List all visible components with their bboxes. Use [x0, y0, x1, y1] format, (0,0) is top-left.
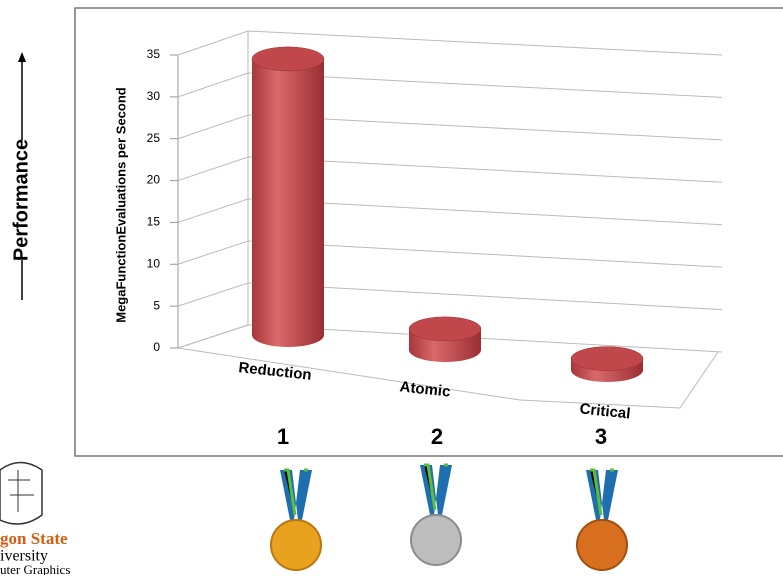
bronze-medal [576, 468, 628, 571]
rank: 1 [277, 424, 289, 449]
grid-line [177, 324, 723, 353]
y-tick-label: 30 [147, 89, 161, 103]
logo-text: gon State [0, 529, 68, 548]
floor-edge [177, 347, 719, 409]
y-tick-label: 25 [147, 131, 161, 145]
y-axis-label: MegaFunctionEvaluations per Second [113, 87, 128, 323]
y-tick-label: 10 [147, 256, 161, 270]
bar-top [570, 346, 644, 371]
x-tick-label: Critical [579, 400, 631, 422]
rank: 3 [595, 424, 607, 449]
logo-text: iversity [0, 548, 48, 565]
y-tick-label: 20 [147, 173, 161, 187]
gold-medal [270, 468, 322, 571]
grid-line [177, 198, 723, 226]
grid-line [177, 240, 723, 268]
grid-line [177, 156, 723, 183]
y-tick-label: 15 [147, 215, 161, 229]
rank: 2 [431, 424, 443, 449]
grid-line [177, 72, 723, 98]
grid-line [177, 282, 723, 311]
y-tick-label: 5 [153, 298, 160, 312]
x-tick-label: Atomic [399, 378, 451, 400]
y-tick-label: 0 [153, 340, 160, 354]
bar-top [251, 46, 325, 72]
logo-text: uter Graphics [0, 562, 70, 575]
bar [252, 58, 324, 348]
bar-top [408, 316, 482, 342]
performance-label: Performance [10, 52, 32, 300]
side-label: Performance [10, 139, 32, 261]
silver-medal [410, 463, 462, 566]
grid-line [177, 114, 723, 141]
logo: gon State iversity uter Graphics [0, 461, 70, 577]
grid-line [177, 30, 723, 56]
y-tick-label: 35 [147, 47, 161, 61]
